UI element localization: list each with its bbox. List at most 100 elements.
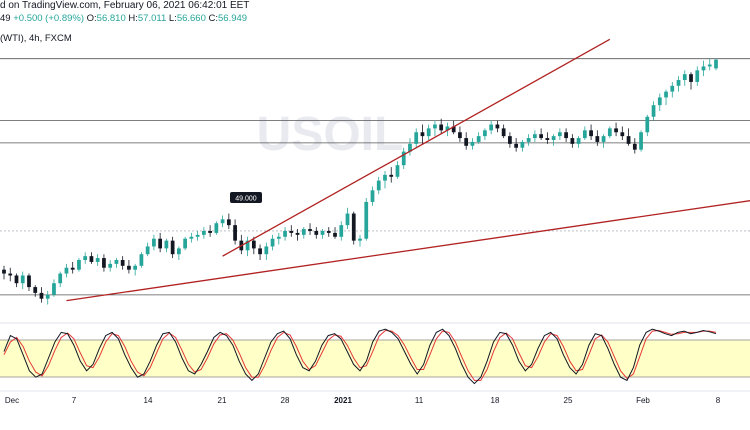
price-change: +0.500 (+0.89%) — [13, 13, 84, 24]
candle-body — [152, 238, 156, 247]
x-tick-label: 11 — [415, 396, 424, 405]
price-annotation: 49.000 — [230, 192, 262, 203]
candle-body — [133, 265, 138, 270]
candle-body — [632, 143, 637, 150]
x-tick-label: 8 — [716, 396, 721, 405]
x-tick-label: Feb — [636, 396, 650, 405]
candle-body — [514, 143, 519, 148]
candle-body — [426, 128, 431, 137]
watermark-symbol: USOIL — [257, 108, 404, 161]
candle-body — [2, 269, 6, 274]
candle-body — [120, 260, 125, 266]
price-annotation-box — [230, 192, 262, 203]
close-label: C: — [208, 13, 219, 24]
candle-body — [670, 85, 675, 92]
x-tick-label: 28 — [281, 396, 290, 405]
candle-body — [595, 136, 600, 142]
candle-body — [620, 132, 625, 137]
candle-body — [576, 138, 581, 144]
candle-body — [651, 105, 656, 117]
candle-body — [370, 190, 375, 202]
stochastic-lines — [3, 328, 717, 385]
candle-body — [364, 201, 369, 239]
candle-body — [114, 260, 119, 264]
candle-body — [33, 287, 38, 293]
stochastic-k-line — [3, 328, 717, 385]
price-annotation-label: 49.000 — [235, 196, 257, 203]
candle-body — [601, 136, 606, 142]
candle-body — [395, 165, 400, 177]
candle-body — [333, 232, 337, 237]
trendlines — [66, 38, 750, 302]
candle-body — [451, 126, 456, 133]
candle-body — [314, 230, 319, 235]
x-tick-label: 25 — [564, 396, 573, 405]
candle-body — [170, 240, 175, 255]
candle-body — [70, 267, 75, 270]
candle-body — [139, 254, 144, 266]
candle-body — [582, 130, 587, 139]
candle-body — [8, 273, 13, 276]
candle-body — [308, 229, 312, 231]
candle-body — [201, 230, 206, 235]
candle-body — [158, 238, 163, 249]
close-value: 56.949 — [218, 13, 248, 24]
candle-body — [645, 116, 650, 133]
trendline-0 — [66, 200, 750, 302]
candle-body — [245, 240, 250, 251]
candle-body — [501, 128, 506, 137]
x-tick-label: 2021 — [334, 396, 352, 405]
candle-body — [20, 275, 25, 284]
candle-body — [45, 294, 50, 299]
candle-body — [14, 275, 19, 284]
candle-body — [301, 229, 306, 235]
candle-body — [695, 70, 700, 82]
candle-body — [258, 248, 262, 255]
candle-body — [607, 128, 612, 137]
candle-body — [545, 138, 550, 140]
candle-body — [27, 275, 31, 288]
candle-body — [183, 238, 187, 249]
open-value: 56.810 — [96, 13, 126, 24]
candle-body — [295, 232, 300, 235]
candle-body — [520, 141, 525, 148]
x-tick-label: 7 — [72, 396, 77, 405]
candle-body — [64, 267, 69, 274]
low-value: 56.660 — [176, 13, 206, 24]
candle-body — [145, 246, 150, 255]
candle-body — [214, 223, 219, 233]
candle-body — [483, 130, 487, 137]
candle-body — [270, 238, 275, 247]
x-tick-label: 21 — [218, 396, 227, 405]
candle-body — [383, 174, 387, 181]
candle-body — [289, 230, 294, 233]
low-label: L: — [168, 13, 177, 24]
high-label: H: — [128, 13, 138, 24]
candle-body — [189, 236, 194, 239]
candle-body — [707, 64, 712, 67]
symbol-label: (WTI), 4h, FXCM — [0, 33, 72, 44]
candle-body — [714, 59, 718, 69]
candle-body — [208, 230, 212, 233]
candle-body — [682, 74, 687, 80]
x-tick-label: 14 — [144, 396, 153, 405]
candle-body — [557, 132, 562, 137]
candle-body — [445, 126, 450, 131]
candle-body — [320, 230, 325, 235]
open-label: O: — [86, 13, 97, 24]
candle-body — [508, 136, 512, 144]
candle-body — [195, 234, 200, 237]
header-publish-line: d on TradingView.com, February 06, 2021 … — [0, 0, 250, 11]
candle-body — [420, 132, 425, 137]
candle-body — [626, 136, 631, 144]
candle-body — [464, 138, 469, 146]
candle-body — [495, 124, 500, 129]
candle-body — [551, 136, 556, 140]
candle-body — [389, 174, 394, 177]
candle-body — [526, 138, 531, 142]
candle-body — [164, 240, 169, 249]
candle-body — [264, 246, 269, 255]
stochastic-d-line — [3, 329, 717, 381]
candle-body — [701, 66, 706, 71]
